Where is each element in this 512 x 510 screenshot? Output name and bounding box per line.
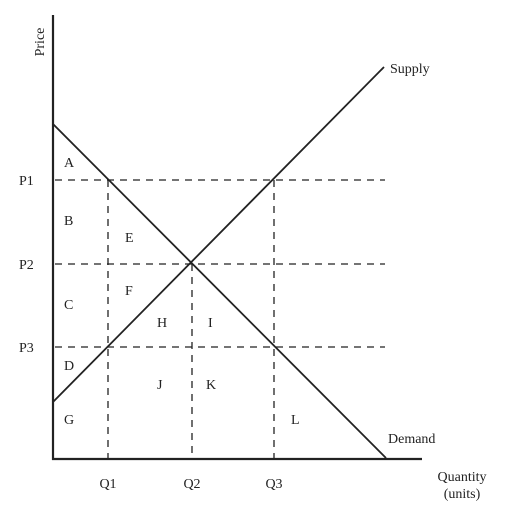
price-label-p2: P2 xyxy=(19,258,34,273)
area-label-i: I xyxy=(208,316,213,331)
quantity-label-q2: Q2 xyxy=(183,477,200,492)
demand-curve xyxy=(52,123,387,459)
y-axis-title: Price xyxy=(33,28,48,57)
area-label-k: K xyxy=(206,378,216,393)
area-label-d: D xyxy=(64,359,74,374)
x-axis-title-line2: (units) xyxy=(444,487,481,502)
area-label-g: G xyxy=(64,413,74,428)
quantity-label-q3: Q3 xyxy=(265,477,282,492)
quantity-label-q1: Q1 xyxy=(99,477,116,492)
area-label-e: E xyxy=(125,231,134,246)
demand-label: Demand xyxy=(388,432,435,447)
area-label-f: F xyxy=(125,284,133,299)
price-label-p1: P1 xyxy=(19,174,34,189)
x-axis-title-line1: Quantity xyxy=(438,470,487,485)
price-label-p3: P3 xyxy=(19,341,34,356)
area-label-l: L xyxy=(291,413,300,428)
area-label-c: C xyxy=(64,298,73,313)
area-label-b: B xyxy=(64,214,73,229)
area-label-j: J xyxy=(157,378,163,393)
supply-curve xyxy=(52,66,385,403)
area-label-h: H xyxy=(157,316,167,331)
supply-label: Supply xyxy=(390,62,430,77)
area-label-a: A xyxy=(64,156,75,171)
